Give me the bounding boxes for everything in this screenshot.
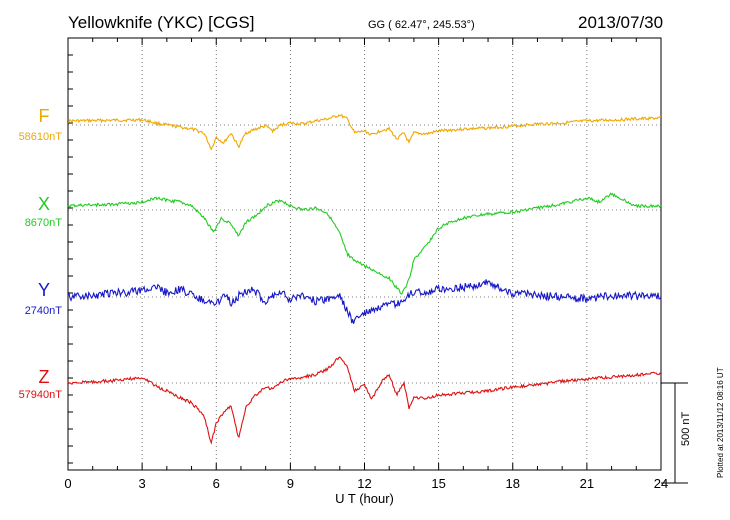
x-tick-label: 3 — [139, 476, 146, 491]
channel-x-label: X — [37, 194, 50, 214]
x-tick-label: 0 — [64, 476, 71, 491]
x-tick-label: 18 — [506, 476, 520, 491]
plotted-timestamp: Plotted at 2013/11/12 08:16 UT — [716, 367, 725, 478]
channel-z-label: Z — [38, 367, 50, 387]
channel-y-label: Y — [37, 280, 50, 300]
x-axis-label: U T (hour) — [335, 491, 394, 506]
series-f-line — [68, 113, 662, 151]
series-y-line — [67, 279, 662, 324]
channel-y-baseline: 2740nT — [24, 305, 62, 317]
coordinates-label: GG ( 62.47°, 245.53°) — [368, 19, 475, 31]
channel-f-label: F — [38, 106, 50, 126]
date-label: 2013/07/30 — [578, 13, 664, 32]
series-z-line — [67, 356, 662, 445]
channel-z-baseline: 57940nT — [18, 389, 62, 401]
channel-f-baseline: 58610nT — [18, 131, 62, 143]
x-tick-label: 6 — [213, 476, 220, 491]
x-tick-label: 15 — [431, 476, 445, 491]
scale-bar-label: 500 nT — [680, 411, 692, 446]
x-tick-label: 9 — [287, 476, 294, 491]
series-x-line — [67, 192, 662, 295]
x-tick-label: 21 — [580, 476, 594, 491]
station-title: Yellowknife (YKC) [CGS] — [68, 13, 255, 32]
x-tick-label: 12 — [357, 476, 371, 491]
channel-x-baseline: 8670nT — [24, 217, 62, 229]
